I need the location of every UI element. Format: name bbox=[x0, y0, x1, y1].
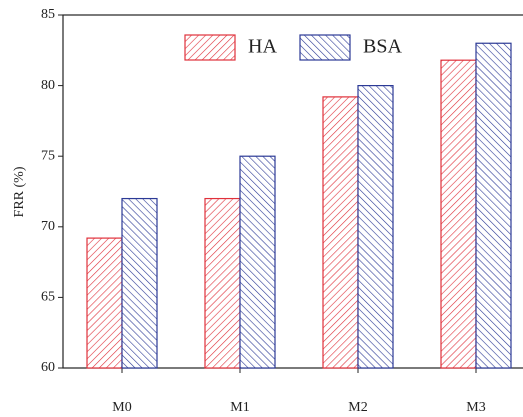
bar bbox=[357, 84, 394, 369]
plot-frame bbox=[62, 14, 523, 369]
bar bbox=[121, 197, 158, 369]
y-tick-label: 85 bbox=[41, 7, 55, 22]
bar bbox=[239, 155, 276, 369]
x-tick-label: M0 bbox=[112, 400, 131, 415]
x-tick-label: M3 bbox=[466, 400, 485, 415]
x-tick-label: M2 bbox=[348, 400, 367, 415]
legend-label: HA bbox=[248, 36, 277, 58]
bar bbox=[322, 96, 359, 369]
y-axis-label: FRR (%) bbox=[12, 166, 27, 217]
bar bbox=[86, 237, 123, 369]
bar bbox=[204, 197, 241, 369]
bar bbox=[440, 59, 477, 369]
y-tick-label: 75 bbox=[41, 148, 55, 163]
legend-label: BSA bbox=[363, 36, 402, 58]
y-tick-label: 70 bbox=[41, 219, 55, 234]
x-tick-label: M1 bbox=[230, 400, 249, 415]
y-tick-label: 60 bbox=[41, 360, 55, 375]
legend-swatch bbox=[184, 34, 236, 61]
y-tick-label: 80 bbox=[41, 78, 55, 93]
y-tick-label: 65 bbox=[41, 290, 55, 305]
legend-swatch bbox=[299, 34, 351, 61]
bar bbox=[475, 42, 512, 369]
